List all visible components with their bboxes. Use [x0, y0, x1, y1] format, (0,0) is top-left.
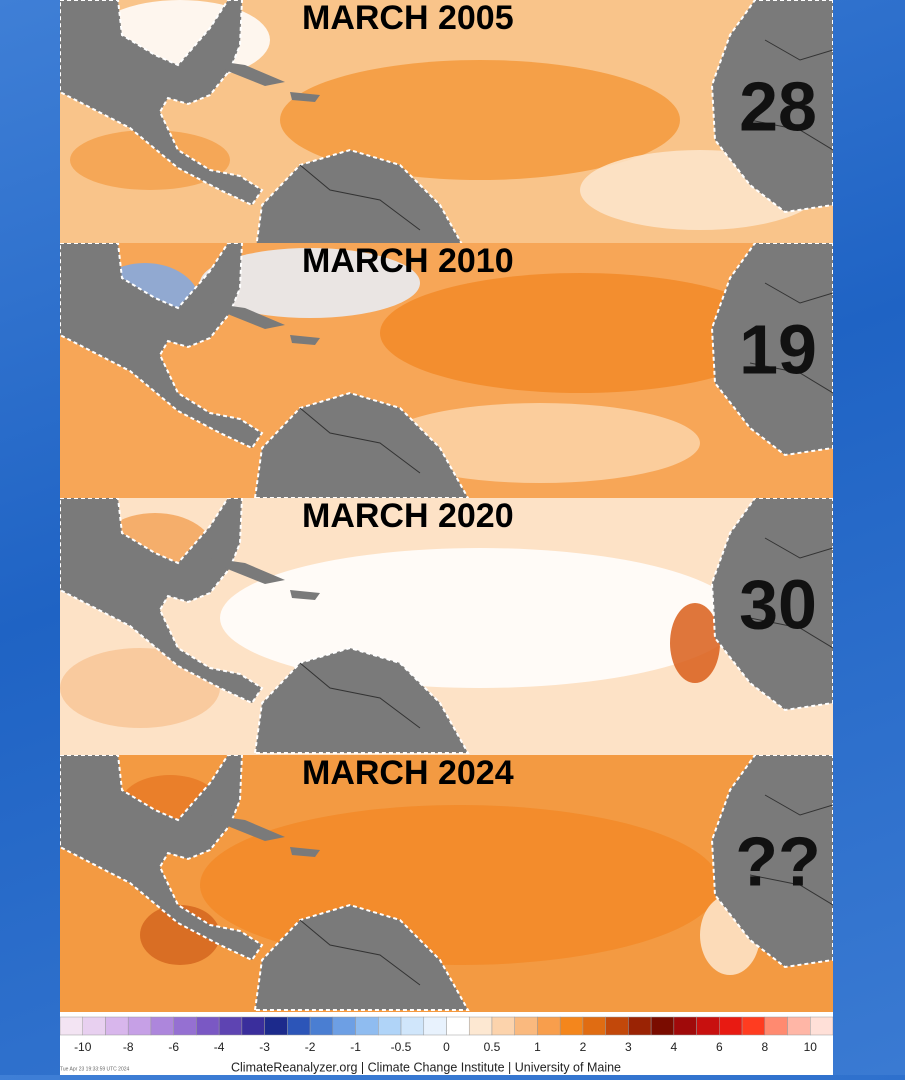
colorbar-cell — [332, 1016, 356, 1036]
anomaly-area — [380, 403, 700, 483]
colorbar-cell — [673, 1016, 697, 1036]
colorbar-label: -0.5 — [391, 1040, 412, 1054]
colorbar-label: -1 — [350, 1040, 361, 1054]
storm-count: 19 — [739, 310, 817, 388]
panel-title: MARCH 2005 — [302, 0, 514, 37]
colorbar-label: 0.5 — [484, 1040, 501, 1054]
anomaly-area — [200, 248, 420, 318]
panel-title: MARCH 2024 — [302, 754, 514, 792]
colorbar-cell — [582, 1016, 606, 1036]
colorbar-label: 10 — [804, 1040, 818, 1054]
colorbar-cell — [355, 1016, 379, 1036]
colorbar-cell — [787, 1016, 811, 1036]
panel-title: MARCH 2020 — [302, 497, 514, 535]
colorbar-cell — [218, 1016, 243, 1036]
anomaly-area — [70, 130, 230, 190]
map-panel: MARCH 2005 28 — [60, 0, 833, 243]
map-content — [60, 243, 833, 498]
colorbar-cell — [810, 1016, 834, 1036]
colorbar-label: -8 — [123, 1040, 134, 1054]
colorbar-cell — [537, 1016, 561, 1036]
colorbar-cell — [196, 1016, 220, 1036]
map-panel: MARCH 2020 30 — [60, 497, 833, 755]
colorbar-label: 2 — [580, 1040, 587, 1054]
storm-count: 28 — [739, 67, 817, 145]
colorbar-cell — [650, 1016, 675, 1036]
colorbar-label: 3 — [625, 1040, 632, 1054]
colorbar-cell — [241, 1016, 265, 1036]
colorbar-label: -2 — [305, 1040, 316, 1054]
colorbar-cell — [150, 1016, 174, 1036]
colorbar-cell — [400, 1016, 425, 1036]
colorbar-cell — [446, 1016, 470, 1036]
anomaly-area — [280, 60, 680, 180]
colorbar-label: 0 — [443, 1040, 450, 1054]
panel-title: MARCH 2010 — [302, 242, 514, 280]
anomaly-area — [380, 273, 780, 393]
colorbar-cell — [764, 1016, 788, 1036]
colorbar-cell — [173, 1016, 197, 1036]
colorbar-cell — [378, 1016, 402, 1036]
colorbar-cell — [309, 1016, 334, 1036]
colorbar-cell — [287, 1016, 311, 1036]
colorbar-label: -10 — [74, 1040, 92, 1054]
colorbar-cell — [264, 1016, 288, 1036]
colorbar-label: 4 — [671, 1040, 678, 1054]
colorbar-cell — [127, 1016, 152, 1036]
storm-count: ?? — [735, 822, 821, 900]
colorbar-cell — [628, 1016, 652, 1036]
colorbar-label: -6 — [168, 1040, 179, 1054]
colorbar-cell — [559, 1016, 584, 1036]
colorbar-cell — [514, 1016, 538, 1036]
colorbar-cell — [605, 1016, 629, 1036]
map-panel: MARCH 2024?? — [60, 754, 833, 1012]
colorbar-cell — [468, 1016, 493, 1036]
map-content — [60, 755, 833, 1012]
colorbar-label: 6 — [716, 1040, 723, 1054]
colorbar-cell — [491, 1016, 515, 1036]
colorbar-cell — [719, 1016, 743, 1036]
figure: MARCH 2005 28 MARCH 2010 19 MARCH 2020 30 MARC… — [59, 0, 834, 1075]
colorbar-cell — [696, 1016, 720, 1036]
colorbar-cell — [423, 1016, 447, 1036]
colorbar-label: -3 — [259, 1040, 270, 1054]
colorbar-label: 1 — [534, 1040, 541, 1054]
colorbar-label: 8 — [761, 1040, 768, 1054]
map-panel: MARCH 2010 19 — [60, 242, 833, 498]
colorbar-cell — [741, 1016, 766, 1036]
colorbar-cell — [82, 1016, 106, 1036]
colorbar-cell — [59, 1016, 83, 1036]
credit: ClimateReanalyzer.org | Climate Change I… — [231, 1060, 621, 1074]
storm-count: 30 — [739, 565, 817, 643]
timestamp: Tue Apr 23 19:33:59 UTC 2024 — [60, 1066, 130, 1072]
colorbar-label: -4 — [214, 1040, 225, 1054]
anomaly-area — [670, 603, 720, 683]
anomaly-area — [200, 805, 720, 965]
colorbar-cell — [105, 1016, 129, 1036]
map-content — [60, 0, 833, 243]
map-content — [60, 498, 833, 755]
